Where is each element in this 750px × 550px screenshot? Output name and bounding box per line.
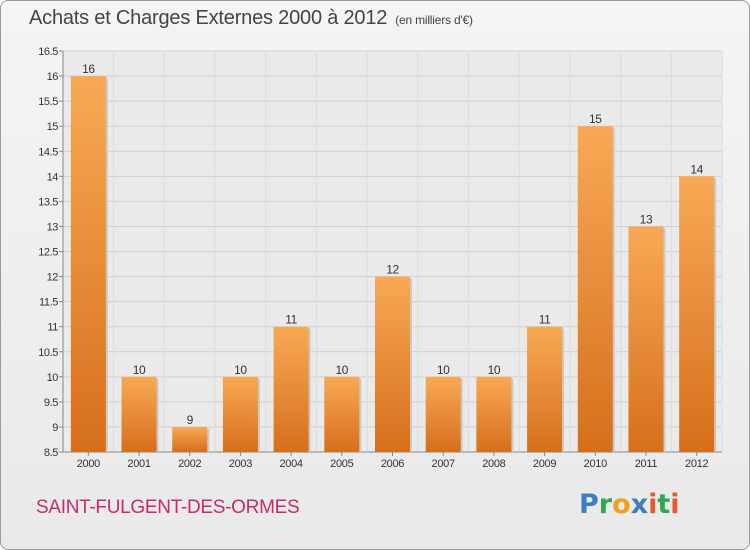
y-tick-label: 10 — [47, 372, 59, 384]
x-tick-label-2011: 2011 — [635, 458, 658, 470]
bar-2010 — [577, 126, 613, 452]
y-tick-label: 12.5 — [38, 247, 58, 259]
y-tick-label: 14 — [47, 171, 59, 183]
bar-2004 — [273, 326, 309, 452]
y-tick-label: 15.5 — [38, 96, 58, 108]
y-tick-label: 11.5 — [39, 297, 58, 309]
labels: 8.5 9 9.5 10 10.5 11 11.5 12 12.5 13 13.5 14 14.5 15 1… — [38, 46, 709, 470]
data-label-2006: 12 — [386, 263, 399, 277]
data-label-2009: 11 — [539, 313, 551, 327]
x-tick-label-2000: 2000 — [77, 458, 100, 470]
y-tick-label: 11 — [47, 322, 58, 334]
bar-2003 — [222, 376, 258, 452]
data-label-2007: 10 — [437, 363, 450, 377]
bar-2011 — [628, 226, 664, 452]
bar-2001 — [121, 376, 157, 452]
proxiti-logo: Proxiti — [579, 489, 680, 520]
x-tick-label-2003: 2003 — [229, 458, 252, 470]
y-tick-label: 9.5 — [44, 397, 58, 409]
bar-2000 — [70, 76, 106, 452]
data-label-2004: 11 — [285, 313, 297, 327]
bar-2007 — [425, 376, 461, 452]
data-label-2012: 14 — [690, 162, 703, 176]
chart-title-text: Achats et Charges Externes 2000 à 2012 — [29, 7, 388, 29]
x-tick-label-2005: 2005 — [330, 458, 353, 470]
y-tick-label: 12 — [47, 272, 59, 284]
y-tick-label: 16.5 — [38, 46, 58, 58]
x-tick-label-2004: 2004 — [279, 458, 302, 470]
y-tick-label: 8.5 — [44, 447, 58, 459]
x-tick-label-2002: 2002 — [178, 458, 201, 470]
y-tick-label: 14.5 — [38, 146, 58, 158]
bar-2002 — [172, 426, 208, 452]
y-tick-label: 10.5 — [38, 347, 58, 359]
bar-2009 — [527, 326, 563, 452]
y-tick-label: 13 — [47, 221, 59, 233]
x-tick-label-2009: 2009 — [533, 458, 556, 470]
y-tick-label: 16 — [47, 71, 59, 83]
bar-2012 — [679, 176, 715, 452]
x-tick-label-2006: 2006 — [381, 458, 404, 470]
data-label-2011: 13 — [640, 212, 653, 226]
data-label-2000: 16 — [82, 62, 95, 76]
y-tick-label: 15 — [47, 121, 59, 133]
data-label-2002: 9 — [187, 413, 194, 427]
data-label-2001: 10 — [133, 363, 146, 377]
y-tick-label: 9 — [52, 422, 58, 434]
bar-2008 — [476, 376, 512, 452]
x-tick-label-2001: 2001 — [127, 458, 150, 470]
x-tick-label-2012: 2012 — [685, 458, 708, 470]
bar-2005 — [324, 376, 360, 452]
data-label-2010: 15 — [589, 112, 602, 126]
chart-title: Achats et Charges Externes 2000 à 2012 (e… — [29, 7, 473, 30]
data-label-2008: 10 — [488, 363, 501, 377]
data-label-2005: 10 — [336, 363, 349, 377]
y-tick-label: 13.5 — [38, 196, 58, 208]
bars — [70, 76, 717, 452]
commune-name: SAINT-FULGENT-DES-ORMES — [36, 497, 300, 518]
x-tick-label-2008: 2008 — [482, 458, 505, 470]
x-tick-label-2007: 2007 — [432, 458, 455, 470]
bar-2006 — [375, 276, 410, 452]
data-label-2003: 10 — [234, 363, 247, 377]
chart-subtitle: (en milliers d'€) — [395, 13, 473, 27]
x-tick-label-2010: 2010 — [584, 458, 607, 470]
